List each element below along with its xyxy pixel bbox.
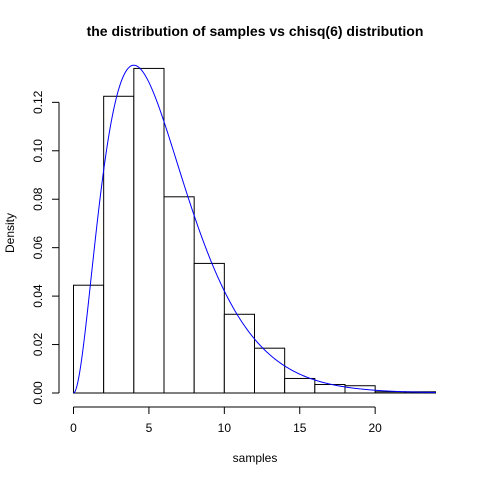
y-tick-label-3: 0.06 [31,236,45,260]
y-tick-label-5: 0.10 [31,139,45,163]
histogram-bar-2 [133,67,165,394]
y-axis-label: Density [3,213,17,253]
histogram-bar-1 [103,95,135,394]
histogram-bar-3 [163,196,195,394]
chart-title: the distribution of samples vs chisq(6) … [87,23,424,39]
histogram-bar-5 [223,313,255,394]
x-tick-label-3: 15 [293,421,307,435]
y-tick-label-2: 0.04 [31,284,45,308]
x-tick-label-2: 10 [218,421,232,435]
histogram-bar-6 [254,347,286,394]
x-tick-label-0: 0 [70,421,77,435]
chisq-density-curve [73,64,436,394]
y-tick-label-1: 0.02 [31,333,45,357]
x-axis-label: samples [233,451,278,465]
bars-group [73,67,437,394]
histogram-bar-7 [284,377,316,394]
x-tick-label-1: 5 [146,421,153,435]
y-tick-label-4: 0.08 [31,187,45,211]
y-tick-label-6: 0.12 [31,90,45,114]
y-tick-label-0: 0.00 [31,381,45,405]
x-tick-label-4: 20 [368,421,382,435]
histogram-bar-4 [193,262,225,394]
x-axis: 0 5 10 15 20 [70,406,382,435]
y-axis: 0.00 0.02 0.04 0.06 0.08 0.10 0.12 [31,90,60,405]
